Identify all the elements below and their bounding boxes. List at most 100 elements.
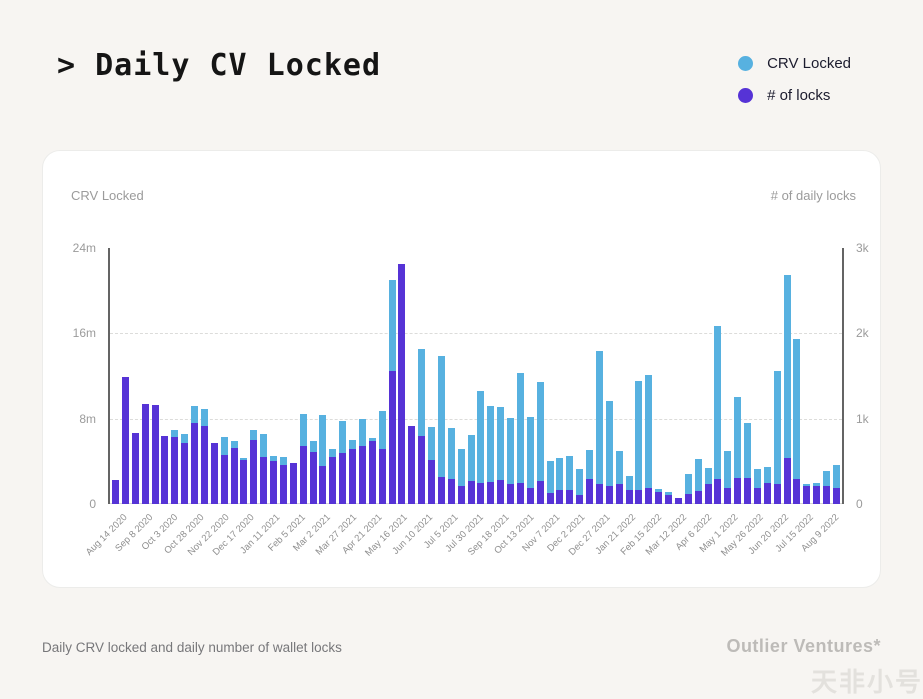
bar-group[interactable] xyxy=(605,248,613,504)
bar-group[interactable] xyxy=(714,248,722,504)
bar-group[interactable] xyxy=(437,248,445,504)
bar-group[interactable] xyxy=(823,248,830,504)
bar-group[interactable] xyxy=(181,248,189,504)
legend-item-num-locks[interactable]: # of locks xyxy=(738,87,851,104)
x-axis-labels: Aug 14 2020 Sep 8 2020 Oct 3 2020 Oct 28 20… xyxy=(83,512,842,559)
bar-group[interactable] xyxy=(161,248,169,504)
bar-crv-locked xyxy=(645,374,653,504)
bar-group[interactable] xyxy=(665,248,672,504)
bar-group[interactable] xyxy=(813,248,821,504)
bar-crv-locked xyxy=(526,416,534,504)
bar-group[interactable] xyxy=(428,248,435,504)
bar-group[interactable] xyxy=(121,248,129,504)
bar-group[interactable] xyxy=(309,248,317,504)
chart-caption: Daily CRV locked and daily number of wal… xyxy=(42,640,342,655)
bar-crv-locked xyxy=(793,338,801,504)
bar-group[interactable] xyxy=(674,248,682,504)
bar-group[interactable] xyxy=(151,248,159,504)
bar-group[interactable] xyxy=(220,248,228,504)
bar-group[interactable] xyxy=(260,248,268,504)
bar-group[interactable] xyxy=(349,248,356,504)
bar-group[interactable] xyxy=(556,248,564,504)
bar-group[interactable] xyxy=(299,248,307,504)
bar-group[interactable] xyxy=(398,248,406,504)
bar-group[interactable] xyxy=(329,248,337,504)
bar-num-locks xyxy=(536,480,544,504)
bar-group[interactable] xyxy=(191,248,198,504)
bar-group[interactable] xyxy=(210,248,218,504)
legend-item-crv-locked[interactable]: CRV Locked xyxy=(738,55,851,72)
bar-group[interactable] xyxy=(744,248,751,504)
bar-group[interactable] xyxy=(487,248,495,504)
bar-group[interactable] xyxy=(408,248,416,504)
bar-group[interactable] xyxy=(753,248,761,504)
bar-group[interactable] xyxy=(457,248,465,504)
bar-crv-locked xyxy=(684,474,692,504)
bar-num-locks xyxy=(398,264,406,504)
bar-group[interactable] xyxy=(536,248,544,504)
bar-num-locks xyxy=(447,479,455,504)
bar-group[interactable] xyxy=(832,248,840,504)
bar-group[interactable] xyxy=(447,248,455,504)
bar-num-locks xyxy=(665,494,672,504)
bar-group[interactable] xyxy=(467,248,475,504)
bar-group[interactable] xyxy=(171,248,179,504)
bar-group[interactable] xyxy=(763,248,771,504)
page-title: > Daily CV Locked xyxy=(57,48,382,83)
bar-group[interactable] xyxy=(595,248,603,504)
gridline-16m xyxy=(110,333,842,335)
bar-group[interactable] xyxy=(270,248,277,504)
bar-group[interactable] xyxy=(704,248,712,504)
bar-group[interactable] xyxy=(576,248,584,504)
bar-group[interactable] xyxy=(694,248,702,504)
bar-group[interactable] xyxy=(112,248,119,504)
y-tick-left-8m: 8m xyxy=(79,411,96,426)
bar-group[interactable] xyxy=(368,248,376,504)
bar-group[interactable] xyxy=(773,248,781,504)
bar-group[interactable] xyxy=(793,248,801,504)
bar-group[interactable] xyxy=(724,248,732,504)
bar-group[interactable] xyxy=(230,248,238,504)
bar-group[interactable] xyxy=(645,248,653,504)
bar-group[interactable] xyxy=(289,248,297,504)
bar-group[interactable] xyxy=(635,248,643,504)
bar-group[interactable] xyxy=(388,248,396,504)
bar-group[interactable] xyxy=(141,248,149,504)
bar-group[interactable] xyxy=(131,248,139,504)
bar-num-locks xyxy=(319,465,327,504)
bar-group[interactable] xyxy=(586,248,593,504)
bar-group[interactable] xyxy=(516,248,524,504)
bar-group[interactable] xyxy=(200,248,208,504)
bar-num-locks xyxy=(260,457,268,504)
bar-group[interactable] xyxy=(477,248,485,504)
bar-group[interactable] xyxy=(279,248,287,504)
bar-group[interactable] xyxy=(625,248,633,504)
bar-group[interactable] xyxy=(250,248,258,504)
bar-crv-locked xyxy=(832,464,840,504)
bar-group[interactable] xyxy=(655,248,663,504)
bar-group[interactable] xyxy=(526,248,534,504)
bar-group[interactable] xyxy=(615,248,623,504)
bar-group[interactable] xyxy=(546,248,554,504)
bar-crv-locked xyxy=(319,415,327,504)
bar-group[interactable] xyxy=(684,248,692,504)
bar-num-locks xyxy=(200,425,208,504)
bar-group[interactable] xyxy=(358,248,366,504)
bar-group[interactable] xyxy=(734,248,742,504)
bar-group[interactable] xyxy=(566,248,574,504)
bar-group[interactable] xyxy=(783,248,791,504)
bar-group[interactable] xyxy=(240,248,248,504)
chart-legend: CRV Locked # of locks xyxy=(738,55,851,104)
bar-crv-locked xyxy=(635,381,643,504)
bar-group[interactable] xyxy=(339,248,347,504)
bar-group[interactable] xyxy=(378,248,386,504)
bar-group[interactable] xyxy=(803,248,811,504)
bar-group[interactable] xyxy=(507,248,514,504)
bar-group[interactable] xyxy=(497,248,505,504)
y-tick-left-24m: 24m xyxy=(72,241,96,255)
bar-group[interactable] xyxy=(319,248,327,504)
bar-crv-locked xyxy=(556,458,564,504)
bar-crv-locked xyxy=(595,351,603,504)
gridline-8m xyxy=(110,418,842,420)
bar-group[interactable] xyxy=(418,248,426,504)
